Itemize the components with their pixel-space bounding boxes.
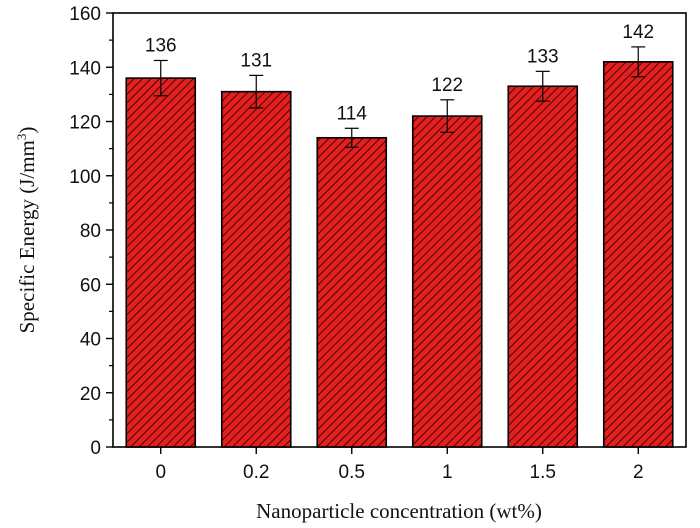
x-axis: 0 0.2 0.5 1 1.5 2: [155, 447, 644, 483]
x-tick-label: 0: [155, 462, 166, 483]
bar: [507, 85, 579, 448]
x-tick-label: 1.5: [530, 462, 556, 483]
data-label: 142: [622, 22, 654, 43]
data-label: 131: [240, 50, 272, 71]
y-axis: 0 20 40 60 80 100 120 140 160: [69, 4, 113, 459]
x-tick-label: 2: [633, 462, 644, 483]
bar: [316, 136, 388, 448]
y-tick-label: 0: [90, 438, 101, 459]
x-tick-label: 0.5: [339, 462, 365, 483]
x-tick-label: 0.2: [243, 462, 269, 483]
bar: [411, 115, 483, 448]
bar: [602, 61, 674, 448]
bars-group: [125, 61, 674, 448]
error-bars-group: [153, 46, 646, 148]
y-tick-label: 80: [80, 221, 101, 242]
y-axis-title-superscript: 3: [14, 134, 29, 141]
data-labels-group: 136 131 114 122 133 142: [145, 22, 654, 124]
bar: [220, 90, 292, 448]
y-tick-label: 20: [80, 384, 101, 405]
x-axis-title: Nanoparticle concentration (wt%): [256, 499, 542, 523]
data-label: 133: [527, 46, 559, 67]
bar: [125, 77, 197, 448]
data-label: 122: [431, 75, 463, 96]
x-tick-label: 1: [442, 462, 453, 483]
y-tick-label: 160: [69, 4, 101, 25]
y-axis-title-close: ): [15, 127, 39, 134]
y-tick-label: 100: [69, 167, 101, 188]
y-tick-label: 40: [80, 330, 101, 351]
y-axis-title-main: Specific Energy (J/mm: [15, 140, 39, 333]
y-tick-label: 140: [69, 58, 101, 79]
y-tick-label: 120: [69, 113, 101, 134]
data-label: 136: [145, 35, 177, 56]
plot-frame: [112, 12, 687, 448]
y-tick-label: 60: [80, 275, 101, 296]
data-label: 114: [337, 103, 368, 124]
y-axis-title: Specific Energy (J/mm3): [14, 127, 39, 334]
